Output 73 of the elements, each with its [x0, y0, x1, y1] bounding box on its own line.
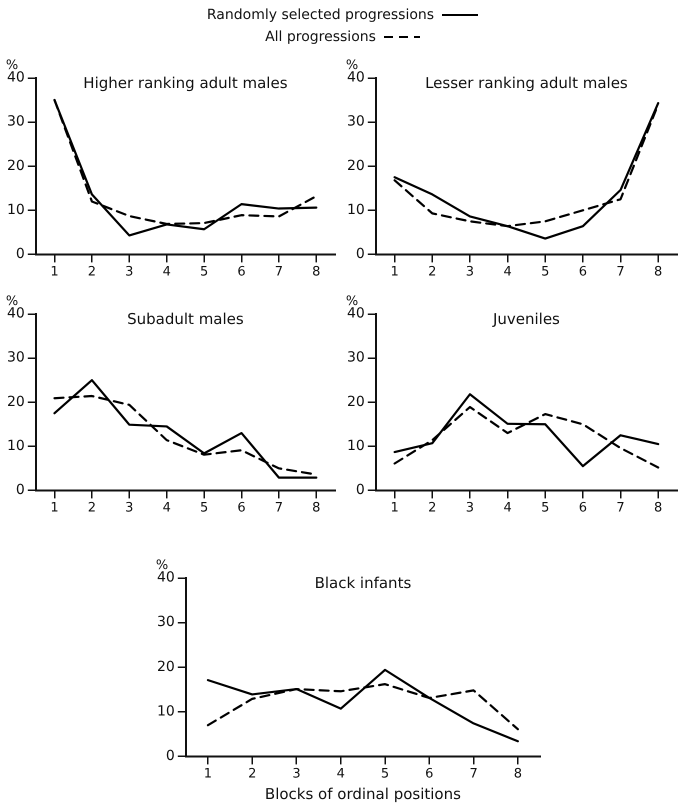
y-tick-label: 30 — [346, 114, 365, 130]
x-tick-label: 5 — [541, 500, 550, 516]
y-tick-label: 40 — [6, 70, 25, 86]
y-tick-label: 0 — [16, 246, 25, 262]
x-tick-label: 4 — [503, 500, 512, 516]
chart-title: Higher ranking adult males — [83, 74, 288, 92]
y-tick-label: 30 — [346, 350, 365, 366]
x-tick-label: 7 — [274, 500, 284, 516]
y-tick-label: 40 — [346, 306, 365, 322]
y-tick-label: 20 — [346, 394, 365, 410]
y-tick-label: 10 — [346, 202, 365, 218]
y-tick-label: 20 — [6, 394, 25, 410]
chart-title: Black infants — [314, 574, 412, 592]
x-tick-label: 1 — [50, 500, 59, 516]
x-tick-label: 6 — [578, 500, 588, 516]
x-tick-label: 8 — [654, 264, 662, 280]
x-tick-label: 2 — [248, 766, 256, 782]
x-tick-label: 4 — [336, 766, 345, 782]
y-tick-label: 30 — [6, 114, 25, 130]
x-tick-label: 7 — [616, 264, 625, 280]
x-tick-label: 4 — [162, 264, 171, 280]
y-tick-label: 10 — [6, 202, 25, 218]
y-tick-label: 10 — [6, 438, 25, 454]
x-axis-title: Blocks of ordinal positions — [264, 784, 462, 803]
x-tick-label: 2 — [428, 264, 436, 280]
y-tick-label: 40 — [346, 70, 365, 86]
x-tick-label: 6 — [237, 500, 246, 516]
y-tick-label: 0 — [356, 482, 365, 498]
x-tick-label: 2 — [428, 500, 436, 516]
x-tick-label: 3 — [466, 500, 474, 516]
x-tick-label: 3 — [125, 264, 134, 280]
x-tick-label: 7 — [616, 500, 625, 516]
chart-title: Lesser ranking adult males — [425, 74, 628, 92]
x-tick-label: 6 — [425, 766, 434, 782]
y-tick-label: 0 — [356, 246, 365, 262]
x-tick-label: 3 — [292, 766, 301, 782]
y-tick-label: 30 — [6, 350, 25, 366]
x-tick-label: 3 — [466, 264, 474, 280]
x-tick-label: 7 — [469, 766, 478, 782]
x-tick-label: 8 — [312, 264, 320, 280]
y-tick-label: 20 — [156, 658, 175, 675]
legend-label: All progressions — [265, 29, 376, 45]
x-tick-label: 3 — [125, 500, 134, 516]
x-tick-label: 5 — [200, 264, 208, 280]
x-tick-label: 2 — [88, 264, 96, 280]
y-tick-label: 0 — [16, 482, 25, 498]
y-tick-label: 10 — [346, 438, 365, 454]
x-tick-label: 8 — [654, 500, 662, 516]
y-tick-label: 10 — [156, 703, 175, 720]
x-tick-label: 4 — [503, 264, 512, 280]
x-tick-label: 5 — [200, 500, 208, 516]
x-tick-label: 1 — [204, 766, 212, 782]
x-tick-label: 1 — [390, 500, 399, 516]
y-tick-label: 20 — [6, 158, 25, 174]
x-tick-label: 6 — [237, 264, 246, 280]
x-tick-label: 8 — [514, 766, 522, 782]
legend-label: Randomly selected progressions — [206, 7, 434, 23]
chart-title: Subadult males — [127, 310, 244, 328]
y-tick-label: 40 — [156, 570, 175, 586]
x-tick-label: 7 — [274, 264, 284, 280]
y-tick-label: 0 — [166, 748, 175, 764]
y-tick-label: 20 — [346, 158, 365, 174]
x-tick-label: 1 — [390, 264, 399, 280]
y-tick-label: 30 — [156, 614, 175, 630]
x-tick-label: 4 — [162, 500, 171, 516]
y-tick-label: 40 — [6, 306, 25, 322]
chart-title: Juveniles — [492, 310, 560, 328]
x-tick-label: 8 — [312, 500, 320, 516]
x-tick-label: 5 — [380, 766, 390, 782]
x-tick-label: 5 — [541, 264, 550, 280]
x-tick-label: 6 — [578, 264, 588, 280]
x-tick-label: 2 — [88, 500, 96, 516]
x-tick-label: 1 — [50, 264, 59, 280]
